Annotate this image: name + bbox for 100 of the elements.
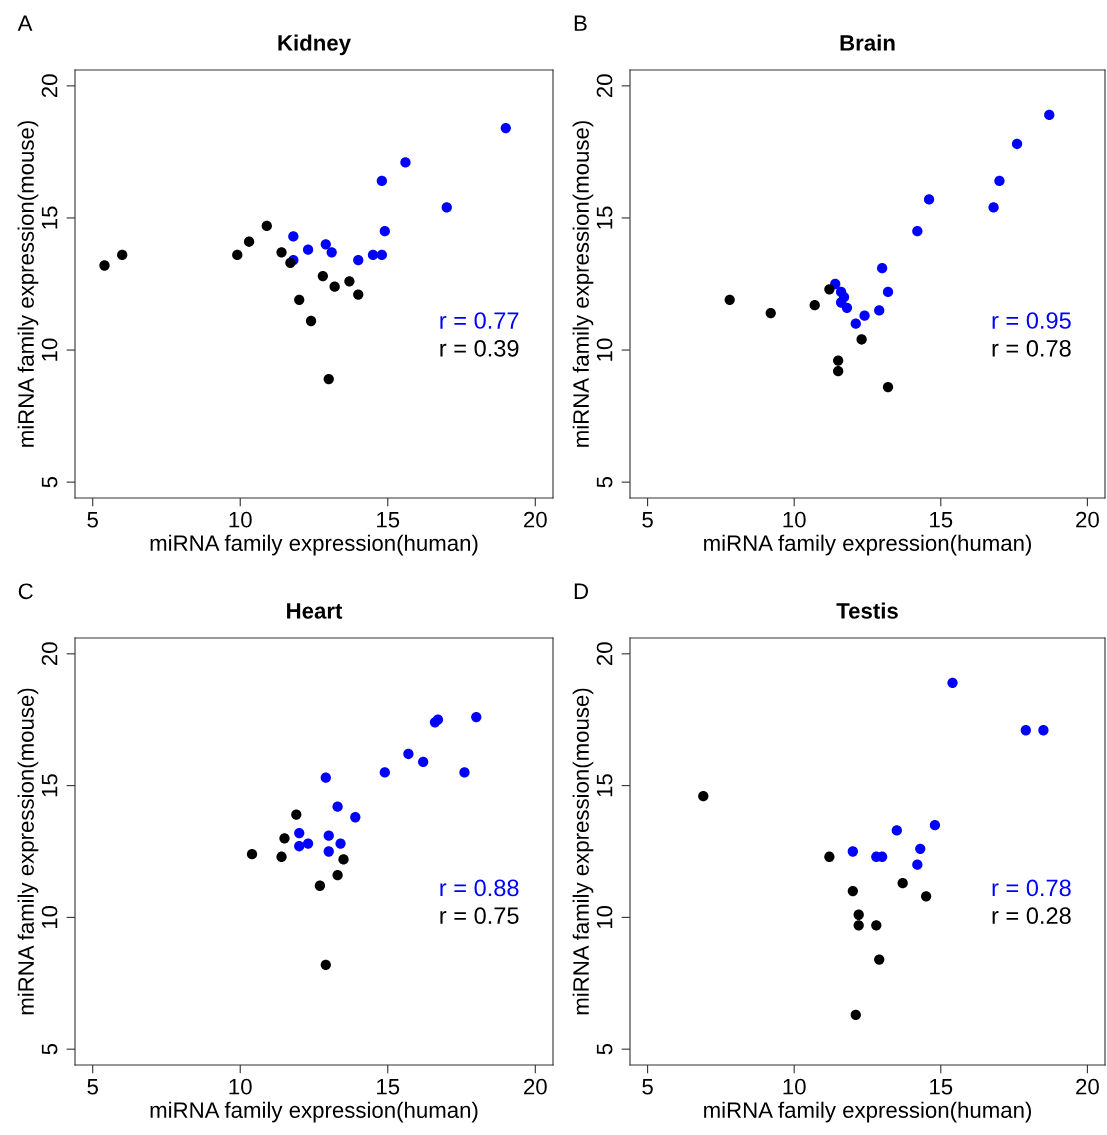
point <box>920 891 932 902</box>
point <box>850 318 861 329</box>
annotation: r = 0.78 <box>992 879 1071 897</box>
point <box>353 255 364 266</box>
point <box>329 281 340 292</box>
point <box>871 920 882 931</box>
point <box>403 748 414 760</box>
point <box>724 294 735 305</box>
annotation: r = 0.78 <box>992 339 1071 357</box>
y-tick-label: 20 <box>41 74 58 98</box>
x-tick-label: 5 <box>642 1079 653 1095</box>
chart-title: Testis <box>836 602 898 619</box>
point <box>915 843 926 855</box>
point <box>350 812 361 823</box>
annotation: r = 0.77 <box>440 312 519 329</box>
x-tick-label: 15 <box>377 1079 400 1095</box>
point <box>809 299 820 311</box>
chart-title: Brain <box>840 34 895 51</box>
point <box>765 307 776 319</box>
point <box>323 846 334 857</box>
point <box>500 122 511 134</box>
chart-title: Heart <box>287 603 343 619</box>
chart-subtitle: D <box>574 583 588 599</box>
point <box>314 880 326 891</box>
x-tick-label: 5 <box>642 512 653 528</box>
point <box>850 1009 861 1021</box>
point <box>459 767 470 778</box>
x-tick-label: 10 <box>783 511 806 528</box>
x-tick-label: 15 <box>930 512 953 528</box>
chart-subtitle: A <box>17 15 33 31</box>
x-axis-title: miRNA family expression(human) <box>150 534 478 556</box>
y-tick-label: 20 <box>41 642 58 666</box>
x-tick-label: 15 <box>377 512 400 528</box>
point <box>856 334 867 345</box>
point <box>294 827 305 839</box>
point <box>320 239 331 250</box>
x-tick-label: 15 <box>930 1079 953 1095</box>
chart-title: Kidney <box>278 34 351 56</box>
point <box>323 373 334 385</box>
annotation: r = 0.75 <box>440 907 519 925</box>
y-tick-label: 20 <box>596 642 613 666</box>
point <box>912 226 923 237</box>
y-tick-label: 20 <box>596 74 613 98</box>
point <box>891 825 902 836</box>
y-axis-title: miRNA family expression(mouse) <box>17 688 39 1015</box>
point <box>320 772 331 783</box>
point <box>335 838 346 849</box>
point <box>859 310 870 321</box>
point <box>698 791 709 802</box>
y-tick-label: 10 <box>41 338 58 361</box>
point <box>326 247 337 258</box>
x-tick-label: 20 <box>524 1078 547 1095</box>
point <box>344 276 355 287</box>
point <box>897 877 908 889</box>
y-tick-label: 5 <box>596 476 613 488</box>
point <box>367 249 379 261</box>
point <box>320 959 331 970</box>
point <box>294 841 305 852</box>
point <box>276 247 287 258</box>
point <box>853 909 864 920</box>
point <box>1011 138 1023 150</box>
x-axis-title: miRNA family expression(human) <box>150 1101 478 1123</box>
x-tick-label: 5 <box>87 512 98 528</box>
point <box>847 885 858 897</box>
y-tick-label: 5 <box>41 476 58 488</box>
point <box>833 355 844 366</box>
point <box>332 870 343 881</box>
point <box>874 954 885 965</box>
point <box>923 194 935 205</box>
chart-subtitle: B <box>574 15 587 31</box>
point <box>824 284 835 295</box>
point <box>276 851 287 862</box>
y-axis-title: miRNA family expression(mouse) <box>17 121 39 447</box>
x-tick-label: 20 <box>1076 1078 1099 1095</box>
point <box>441 202 452 213</box>
point <box>117 249 128 261</box>
y-tick-label: 15 <box>41 774 58 797</box>
point <box>833 366 844 377</box>
x-tick-label: 10 <box>229 1078 252 1095</box>
annotation: r = 0.95 <box>992 312 1071 329</box>
point <box>1020 725 1031 736</box>
point <box>243 236 255 247</box>
point <box>302 244 314 255</box>
point <box>305 315 317 327</box>
point <box>332 801 343 812</box>
point <box>232 249 243 261</box>
y-tick-label: 15 <box>596 206 613 229</box>
y-tick-label: 15 <box>41 206 58 229</box>
point <box>294 294 305 305</box>
x-axis-title: miRNA family expression(human) <box>704 1101 1031 1123</box>
point <box>847 846 858 857</box>
point <box>338 854 349 865</box>
point <box>353 289 364 300</box>
y-tick-label: 10 <box>41 905 58 929</box>
point <box>379 226 390 237</box>
y-tick-label: 5 <box>41 1043 58 1055</box>
x-axis-title: miRNA family expression(human) <box>704 534 1031 556</box>
annotation: r = 0.39 <box>440 339 519 357</box>
point <box>317 270 328 282</box>
point <box>1044 109 1055 121</box>
